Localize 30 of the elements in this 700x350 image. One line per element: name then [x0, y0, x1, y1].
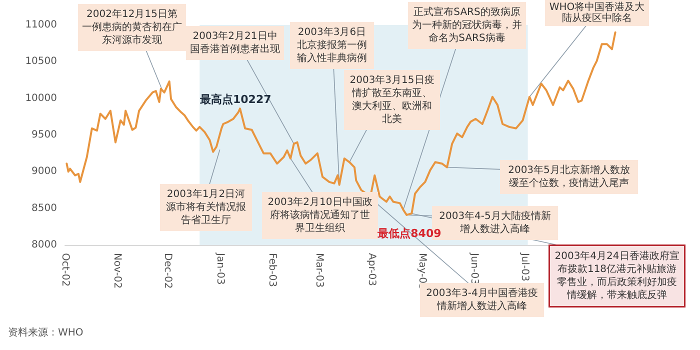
- y-tick-label: 9000: [32, 166, 57, 178]
- annotation: 最高点10227: [199, 93, 272, 106]
- annotation: 2003年2月10日中国政府将该病情况通知了世界卫生组织: [268, 196, 372, 234]
- annotation: 2003年3-4月中国香港疫情新增人数进入高峰: [426, 287, 538, 312]
- text: 资料来源：WHO: [8, 326, 84, 338]
- annotation: 2003年5月北京新增人数放缓至个位数，疫情进入尾声: [508, 164, 630, 189]
- x-tick-label: Jan-03: [214, 252, 226, 285]
- x-tick-label: Apr-03: [366, 253, 377, 286]
- y-tick-label: 10500: [25, 56, 57, 68]
- annotation: 2003年3月6日北京接报第一例输入性非典病例: [297, 26, 367, 64]
- annotation: 2003年4月24日香港政府宣布拨款118亿港元补贴旅游零售业，而后政策利好加疫情缓解，带来触底反弹: [554, 250, 680, 301]
- x-tick-label: Mar-03: [314, 253, 325, 288]
- annotation: 2003年3月15日疫情扩散至东南亚、澳大利亚、欧洲和北美: [350, 74, 434, 125]
- x-tick-label: Dec-02: [162, 253, 174, 289]
- x-tick-label: Nov-02: [112, 253, 123, 289]
- annotation: 最低点8409: [376, 227, 442, 240]
- y-tick-label: 8000: [32, 240, 57, 250]
- annotation: 2003年2月21日中国香港首例患者出现: [190, 30, 280, 55]
- y-tick-label: 10000: [25, 92, 57, 104]
- annotation: 2003年4-5月大陆疫情新增人数进入高峰: [439, 210, 551, 235]
- x-tick-label: Feb-03: [266, 253, 278, 288]
- y-tick-label: 9500: [32, 130, 57, 140]
- annotation: WHO将中国香港及大陆从疫区中除名: [549, 1, 645, 24]
- annotation: 2002年12月15日第一例患病的黄杏初在广东河源市发现: [82, 8, 182, 46]
- x-tick-label: Jul-03: [518, 252, 530, 282]
- annotation: 2003年1月2日河源市将有关情况报告省卫生厅: [166, 188, 246, 226]
- y-tick-label: 11000: [25, 20, 57, 30]
- annotation: 正式宣布SARS的致病原为一种新的冠状病毒，并命名为SARS病毒: [412, 6, 522, 44]
- y-tick-label: 8500: [32, 202, 57, 214]
- x-tick-label: Oct-02: [60, 253, 70, 287]
